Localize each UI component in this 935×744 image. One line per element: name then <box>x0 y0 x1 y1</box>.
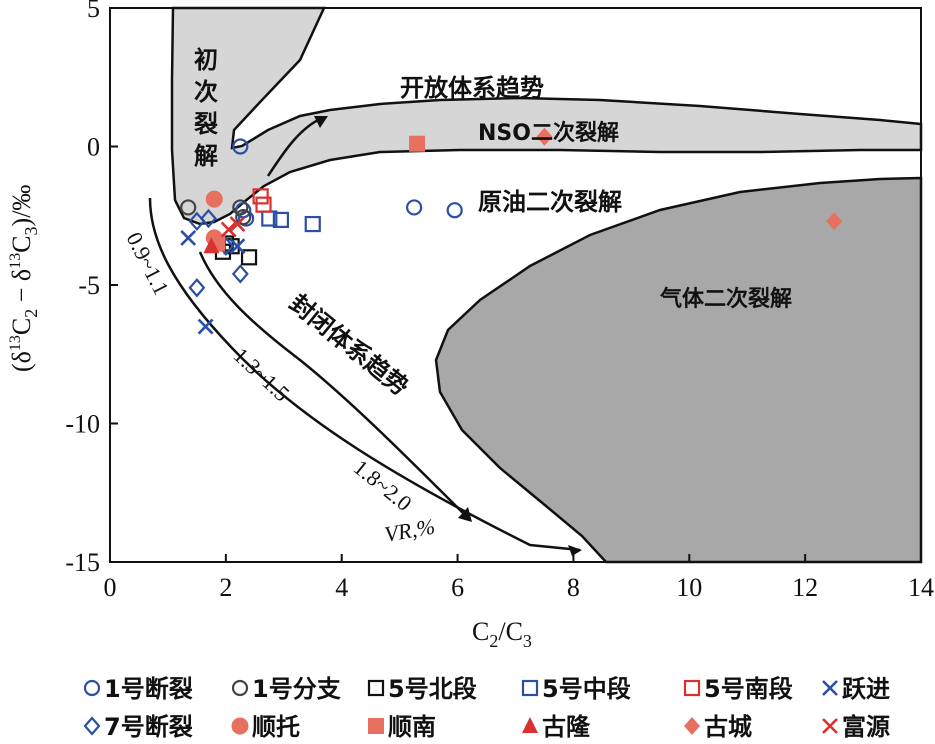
vr-arrowhead <box>568 545 582 556</box>
legend-marker <box>521 679 539 697</box>
x-axis-title: C2/C3 <box>472 617 532 651</box>
x-tick-label: 14 <box>908 573 934 602</box>
legend-label: 跃进 <box>842 675 890 703</box>
primary-label-3: 裂 <box>194 110 218 138</box>
data-point <box>220 221 237 238</box>
gas-cracking-label: 气体二次裂解 <box>659 286 792 312</box>
legend-marker <box>231 717 249 735</box>
x-tick-label: 10 <box>676 573 702 602</box>
nso-cracking-label: NSO二次裂解 <box>478 120 619 146</box>
data-point <box>304 215 321 233</box>
legend-label: 5号北段 <box>388 675 477 703</box>
data-point <box>240 249 258 266</box>
data-point <box>229 216 246 232</box>
open-trend-arrow <box>266 116 323 177</box>
vr-curve-1.3-1.5 <box>198 251 471 521</box>
axes: 0 2 4 6 8 10 12 14 5 0 -5 -10 -15 <box>65 0 934 602</box>
data-point <box>200 208 217 229</box>
x-tick-label: 4 <box>335 573 348 602</box>
closed-trend-arrowhead <box>458 507 472 522</box>
data-point <box>180 229 197 246</box>
data-point <box>826 212 843 231</box>
legend-label: 5号南段 <box>704 675 793 703</box>
legend: 1号断裂 1号分支 5号北段 5号中段 5号南段 跃进 7号断裂 顺托 顺南 古隆 古城 富源 <box>83 675 890 741</box>
primary-label-4: 解 <box>194 142 218 170</box>
data-point <box>272 211 289 229</box>
data-point <box>180 199 197 216</box>
x-tick-label: 8 <box>567 573 580 602</box>
y-tick-label: -15 <box>65 548 100 577</box>
data-point <box>252 188 269 205</box>
legend-label: 1号分支 <box>252 675 342 703</box>
data-point <box>231 264 249 284</box>
primary-label-2: 次 <box>194 78 218 106</box>
legend-marker <box>368 718 384 734</box>
oil-cracking-label: 原油二次裂解 <box>478 188 622 216</box>
legend-marker <box>231 679 249 697</box>
data-point <box>229 238 246 255</box>
x-tick-label: 12 <box>792 573 818 602</box>
x-tick-label: 0 <box>104 573 117 602</box>
legend-label: 古城 <box>704 713 752 741</box>
data-point <box>205 190 223 208</box>
legend-label: 顺南 <box>388 713 436 741</box>
x-tick-label: 6 <box>451 573 464 602</box>
legend-label: 顺托 <box>252 713 300 741</box>
legend-marker <box>367 679 385 697</box>
data-markers <box>180 127 843 335</box>
data-point <box>232 138 249 155</box>
legend-marker <box>822 718 838 734</box>
open-system-label: 开放体系趋势 <box>400 74 544 102</box>
vr-unit-label: VR,% <box>383 513 437 546</box>
data-point <box>232 199 249 216</box>
legend-marker <box>83 716 101 736</box>
vr-label-2: 1.3~1.5 <box>229 342 295 406</box>
legend-label: 5号中段 <box>542 675 631 703</box>
legend-marker <box>522 717 538 733</box>
data-point <box>409 135 426 152</box>
data-point <box>188 278 206 298</box>
y-axis-title: (δ13C2 − δ13C3)/‰ <box>7 185 41 372</box>
legend-marker <box>684 717 700 735</box>
data-point <box>197 318 214 335</box>
closed-system-label: 封闭体系趋势 <box>284 289 414 401</box>
data-point <box>255 196 272 213</box>
data-point <box>446 202 463 219</box>
data-point <box>406 199 423 216</box>
legend-marker <box>83 679 101 697</box>
vr-curve-0.9-1.1 <box>148 197 581 552</box>
y-tick-label: 0 <box>87 133 100 162</box>
legend-marker <box>822 680 838 696</box>
data-point <box>203 237 220 254</box>
x-tick-label: 2 <box>219 573 232 602</box>
data-point <box>536 127 553 146</box>
gas-cracking-region <box>434 176 923 564</box>
data-point <box>235 209 252 226</box>
y-tick-label: -10 <box>65 410 100 439</box>
y-tick-label: -5 <box>78 271 100 300</box>
legend-label: 1号断裂 <box>104 675 193 703</box>
legend-label: 古隆 <box>542 713 591 741</box>
open-trend-arrowhead <box>314 116 328 128</box>
legend-marker <box>683 679 701 697</box>
primary-label-1: 初 <box>194 46 218 74</box>
legend-label: 7号断裂 <box>104 713 193 741</box>
legend-label: 富源 <box>842 713 890 741</box>
y-tick-label: 5 <box>87 0 100 23</box>
